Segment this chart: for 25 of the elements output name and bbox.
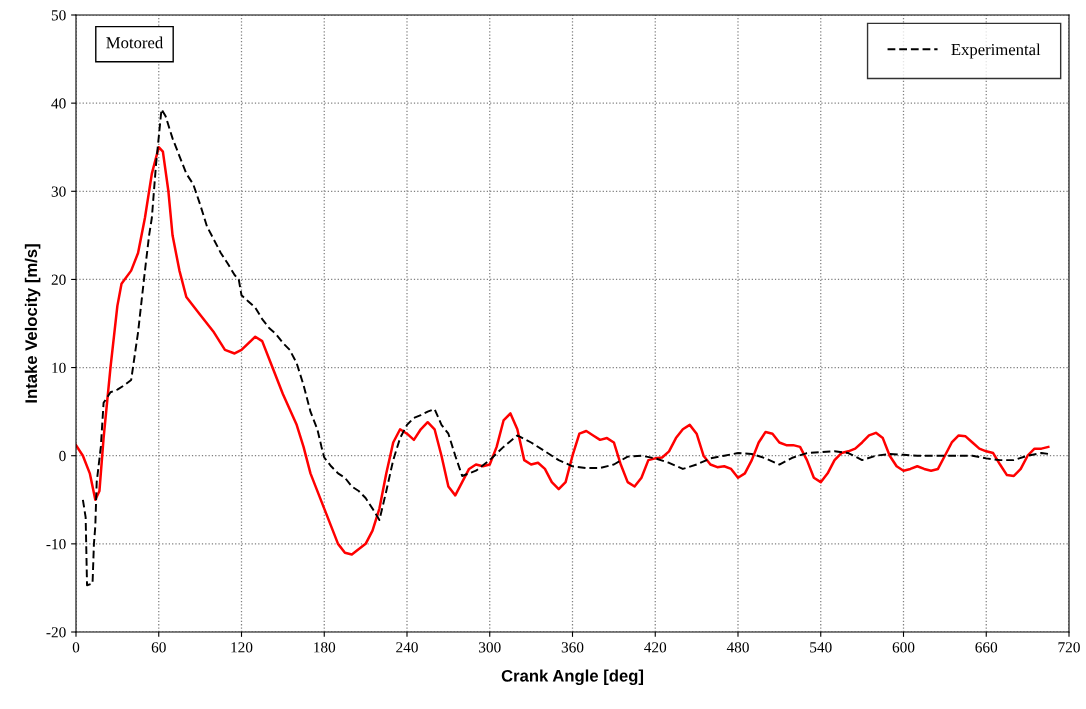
annotation: Motored [106, 36, 163, 49]
x-tick-label: 660 [975, 642, 998, 653]
y-tick-label: 40 [51, 98, 66, 109]
y-tick-label: -20 [46, 627, 66, 638]
y-tick-label: -10 [46, 539, 66, 550]
x-tick-label: 420 [644, 642, 667, 653]
x-tick-label: 60 [151, 642, 166, 653]
x-tick-label: 360 [561, 642, 584, 653]
x-tick-label: 720 [1058, 642, 1080, 653]
legend-label: Experimental [951, 43, 1041, 59]
y-tick-label: 30 [51, 186, 66, 197]
x-tick-label: 240 [396, 642, 418, 653]
y-tick-label: 10 [52, 362, 66, 374]
x-tick-label: 0 [72, 642, 80, 653]
y-tick-label: 20 [51, 274, 66, 285]
y-axis-title: Intake Velocity [m/s] [24, 244, 41, 403]
x-axis-title: Crank Angle [deg] [501, 669, 644, 686]
x-tick-label: 180 [314, 642, 336, 653]
x-tick-label: 540 [810, 642, 832, 653]
y-tick-label: 50 [51, 10, 66, 21]
x-tick-label: 600 [892, 642, 915, 653]
x-tick-label: 480 [726, 642, 749, 653]
y-tick-label: 0 [59, 450, 66, 462]
x-tick-label: 120 [231, 642, 253, 653]
x-tick-label: 300 [479, 642, 501, 653]
